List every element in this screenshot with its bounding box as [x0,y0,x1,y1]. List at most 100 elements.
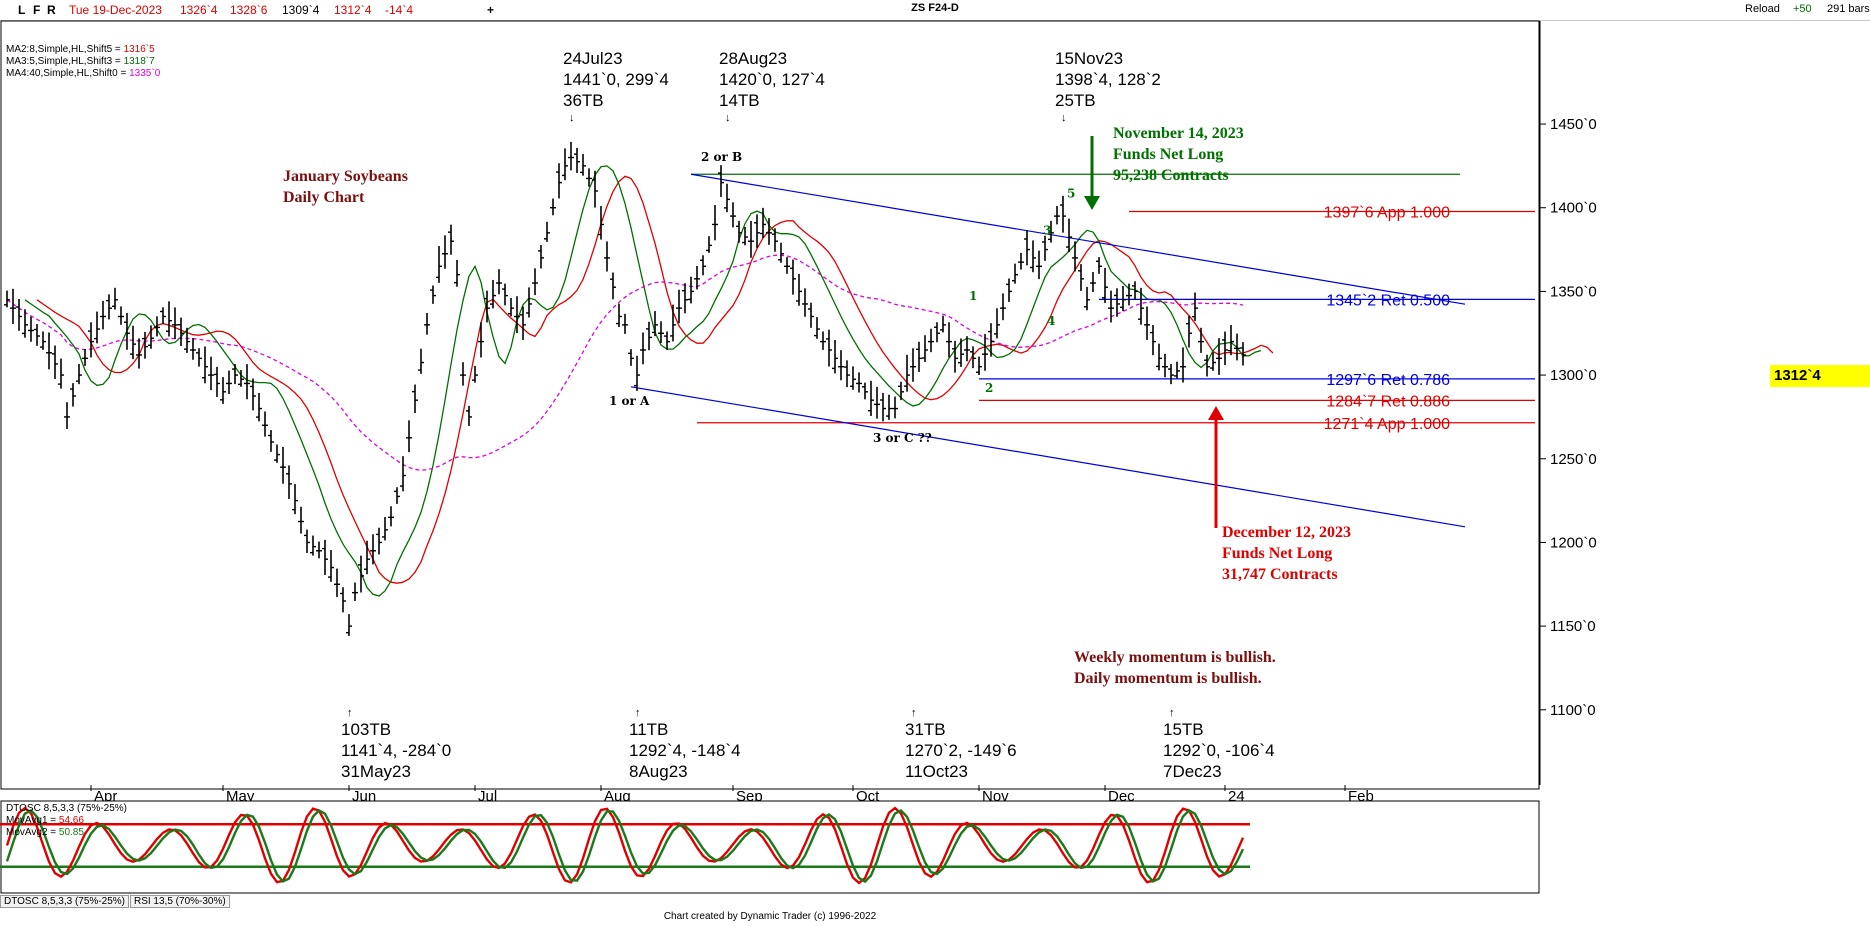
chart-title: January Soybeans [283,168,408,185]
tab-rsi[interactable]: RSI 13,5 (70%-30%) [129,895,230,908]
price-chart: 1100`0 1150`0 1200`0 1250`0 1300`0 1350`0 1400… [0,20,1597,805]
swing-high-label: 14TB [719,91,760,110]
moving-average-ma3-5 [24,165,1262,597]
wave-label: 2 or B [701,150,742,164]
wave-label: 1 or A [609,394,650,408]
osc-legend-ma1: MovAvg1 = 54.66 [6,815,84,826]
swing-low-arrow: ↑ [1169,707,1175,719]
swing-high-label: 24Jul23 [563,49,623,68]
toolbar-button-r[interactable]: R [47,3,56,17]
quote-open: 1326`4 [180,3,218,17]
dec-annotation: 31,747 Contracts [1222,566,1338,583]
level-label: 1345`2 Ret 0.500 [1326,292,1450,309]
y-tick-label: 1350`0 [1550,283,1597,300]
toolbar-date: Tue 19-Dec-2023 [69,3,162,17]
level-label: 1297`6 Ret 0.786 [1326,372,1450,389]
swing-high-label: 28Aug23 [719,49,787,68]
ma-legend: MA3:5,Simple,HL,Shift3 = 1318`7 [6,55,155,67]
nov-annotation: 95,238 Contracts [1113,167,1229,184]
swing-high-arrow: ↓ [725,112,731,124]
swing-low-arrow: ↑ [911,707,917,719]
y-tick-label: 1400`0 [1550,200,1597,217]
y-tick-label: 1150`0 [1550,618,1596,635]
osc-legend-ma2: MovAvg2 = 50.85 [6,827,84,838]
chart-lines [6,136,1535,597]
add-tab-button[interactable]: + [487,3,495,17]
osc-ma1-line [5,806,1245,885]
reload-value: +50 [1793,3,1812,15]
ma-legend: MA4:40,Simple,HL,Shift0 = 1335`0 [6,67,161,79]
swing-low-label: 1292`0, -106`4 [1163,741,1275,760]
quote-low: 1309`4 [282,3,320,17]
nov-arrow-head [1084,196,1100,210]
swing-low-label: 31TB [905,720,946,739]
osc-title: DTOSC 8,5,3,3 (75%-25%) [6,803,127,814]
nov-annotation: Funds Net Long [1113,146,1223,163]
wave-label: 3 or C ?? [873,431,932,445]
wave-label: 4 [1047,314,1055,328]
y-tick-label: 1250`0 [1550,451,1597,468]
swing-high-arrow: ↓ [569,112,575,124]
swing-low-label: 8Aug23 [629,762,688,781]
swing-low-label: 15TB [1163,720,1204,739]
swing-low-label: 1270`2, -149`6 [905,741,1017,760]
toolbar-button-l[interactable]: L [18,3,26,17]
nov-annotation: November 14, 2023 [1113,125,1244,142]
swing-low-label: 1292`4, -148`4 [629,741,741,760]
last-price-badge: 1312`4 [1770,365,1870,387]
dec-annotation: December 12, 2023 [1222,524,1351,541]
swing-low-label: 11Oct23 [905,762,968,781]
plot-frame [0,20,1540,790]
swing-high-arrow: ↓ [1061,112,1067,124]
momentum-note: Weekly momentum is bullish. [1074,649,1276,666]
level-label: 1271`4 App 1.000 [1324,416,1450,433]
swing-high-label: 25TB [1055,91,1096,110]
channel-lower [630,386,1466,528]
swing-high-label: 15Nov23 [1055,49,1123,68]
dec-annotation: Funds Net Long [1222,545,1332,562]
swing-low-arrow: ↑ [635,707,641,719]
momentum-note: Daily momentum is bullish. [1074,670,1262,687]
quote-close: 1312`4 [334,3,372,17]
chart-axes: 1100`0 1150`0 1200`0 1250`0 1300`0 1350`0 1400… [0,20,1597,805]
y-tick-label: 1300`0 [1550,367,1597,384]
dec-arrow-head [1208,406,1224,420]
indicator-tabs: DTOSC 8,5,3,3 (75%-25%) RSI 13,5 (70%-30%… [0,895,231,909]
toolbar: L F R Tue 19-Dec-2023 1326`4 1328`6 1309… [0,0,1870,21]
swing-low-label: 11TB [629,720,668,739]
chart-symbol-title: ZS F24-D [911,2,959,14]
y-tick-label: 1450`0 [1550,116,1597,133]
quote-change: -14`4 [385,3,414,17]
swing-high-label: 1441`0, 299`4 [563,70,669,89]
swing-high-label: 1398`4, 128`2 [1055,70,1161,89]
bar-count: 291 bars [1827,3,1870,15]
wave-label: 1 [969,289,977,303]
y-tick-label: 1200`0 [1550,534,1597,551]
swing-low-arrow: ↑ [347,707,353,719]
y-tick-label: 1100`0 [1550,702,1596,719]
swing-low-label: 7Dec23 [1163,762,1222,781]
tab-dtosc[interactable]: DTOSC 8,5,3,3 (75%-25%) [0,895,129,908]
reload-button[interactable]: Reload [1745,3,1780,15]
channel-upper [690,173,1466,305]
moving-average-ma2-8 [36,175,1274,584]
level-label: 1284`7 Ret 0.886 [1326,393,1450,410]
toolbar-button-f[interactable]: F [33,3,41,17]
swing-low-label: 1141`4, -284`0 [341,741,451,760]
swing-low-label: 103TB [341,720,391,739]
chart-annotations: MA2:8,Simple,HL,Shift5 = 1316`5MA3:5,Sim… [6,43,1450,781]
ma-legend: MA2:8,Simple,HL,Shift5 = 1316`5 [6,43,155,55]
wave-label: 5 [1067,187,1075,201]
oscillator-panel: DTOSC 8,5,3,3 (75%-25%)MovAvg1 = 54.66Mo… [0,800,1540,894]
wave-label: 3 [1043,224,1051,238]
footer-credit: Chart created by Dynamic Trader (c) 1996… [663,911,877,922]
swing-low-label: 31May23 [341,762,411,781]
quote-high: 1328`6 [230,3,268,17]
price-bars [4,141,1246,636]
moving-average-ma4-40 [6,254,1244,471]
wave-label: 2 [985,381,993,395]
osc-ma2-line [5,808,1245,884]
swing-high-label: 36TB [563,91,604,110]
swing-high-label: 1420`0, 127`4 [719,70,825,89]
level-label: 1397`6 App 1.000 [1324,204,1450,221]
